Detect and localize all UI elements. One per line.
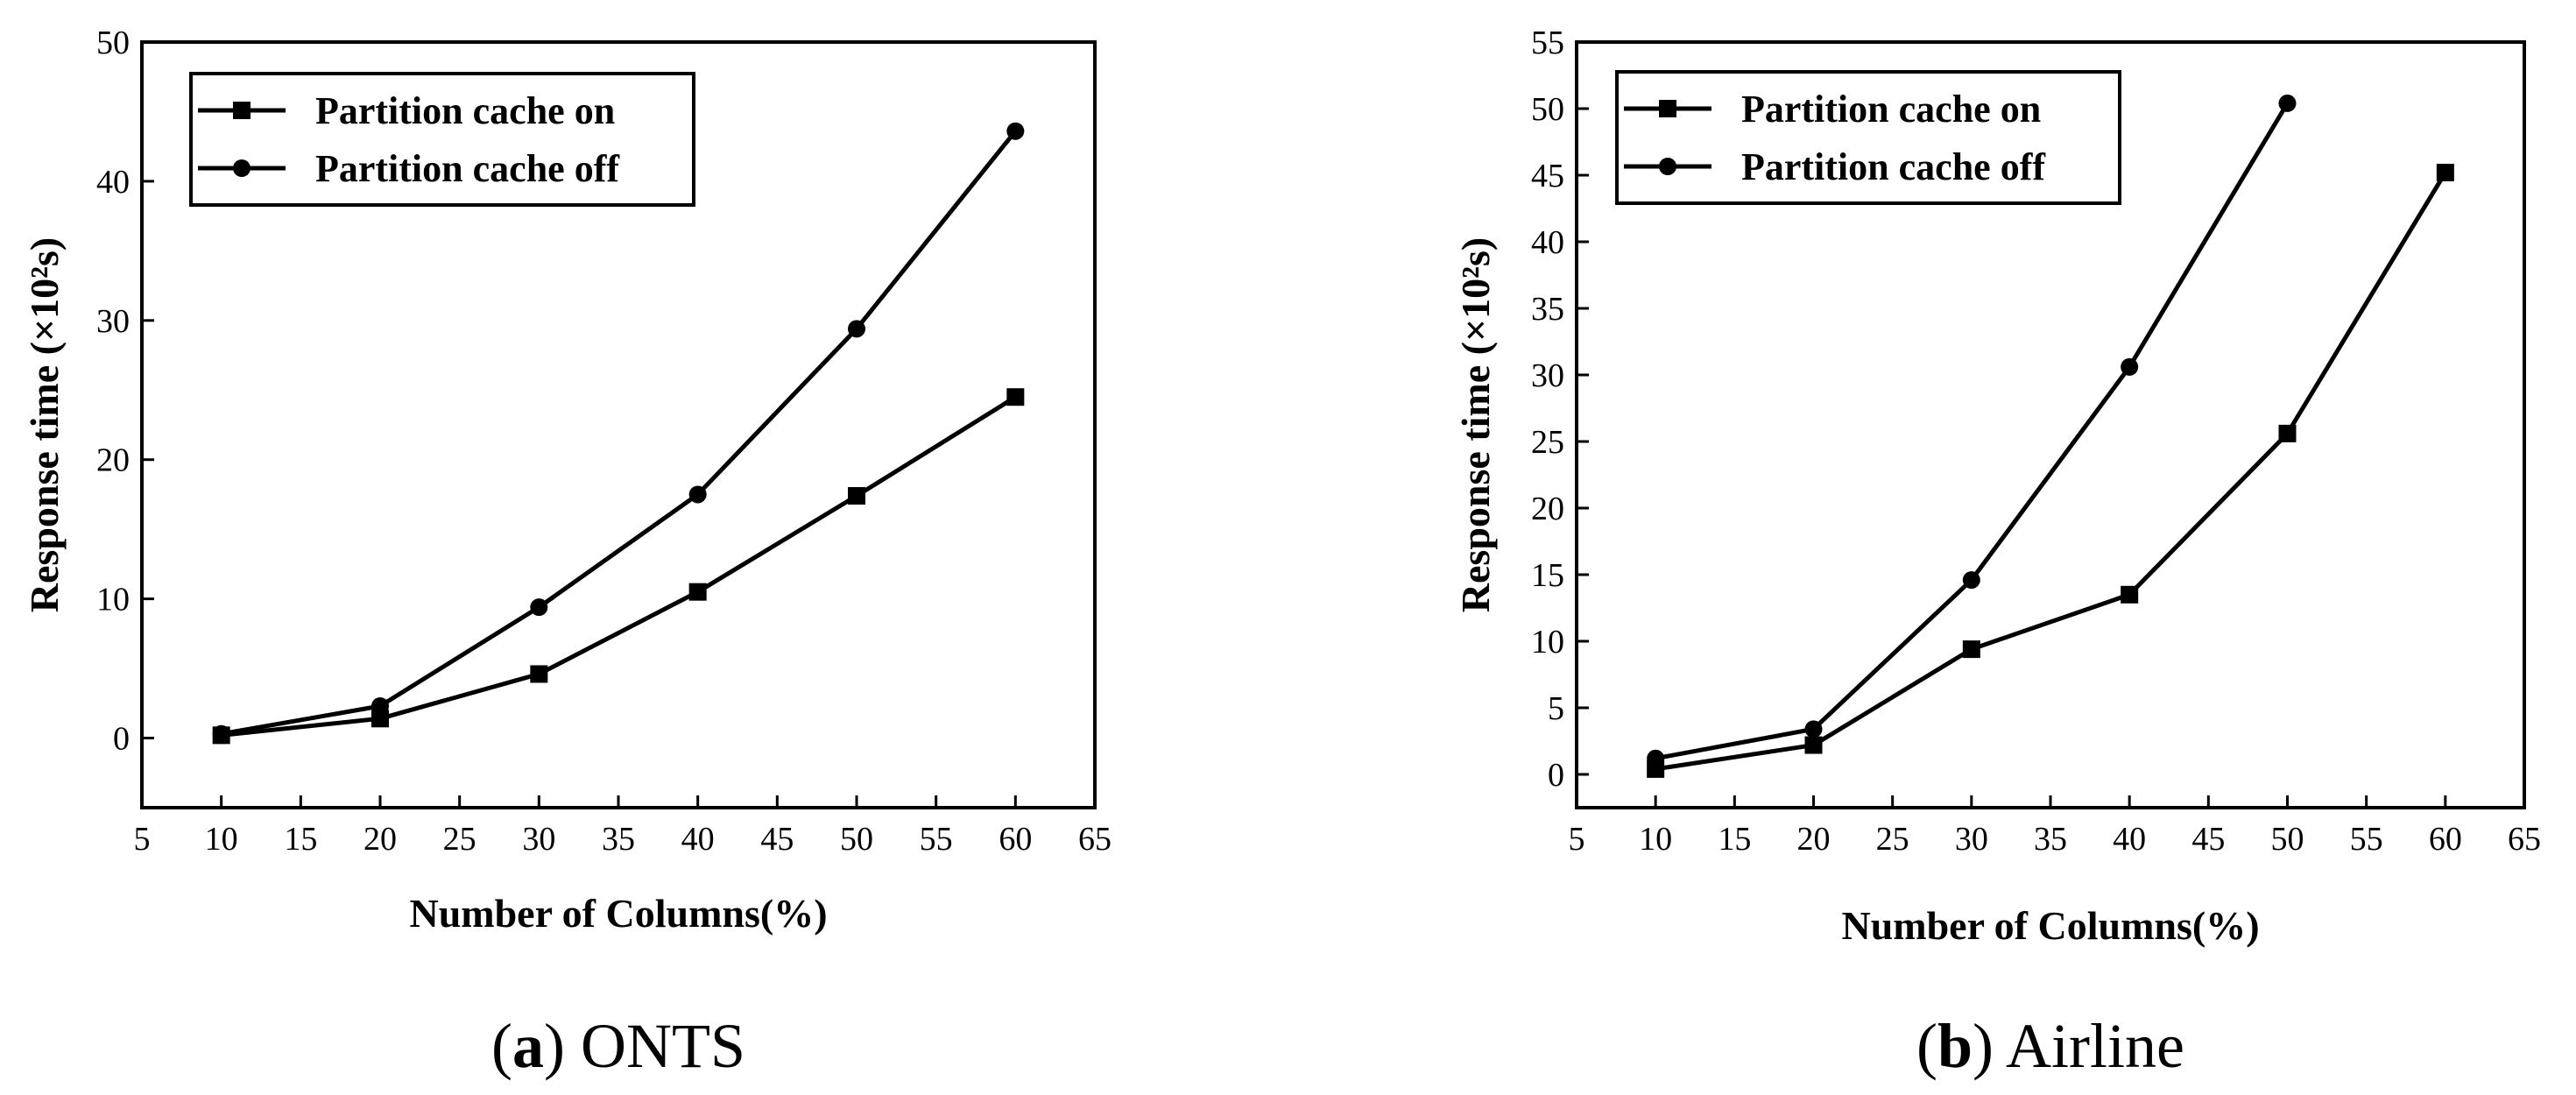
series-line-a-0 bbox=[221, 395, 1017, 738]
x-tick-label-b-4: 25 bbox=[1876, 821, 1909, 858]
data-point-b-1-3 bbox=[2121, 357, 2139, 376]
data-point-a-1-2 bbox=[530, 598, 548, 617]
y-ticks-b: 0 5 10 15 20 25 30 35 40 45 50 55 bbox=[1531, 25, 1589, 794]
legend-marker-a-1 bbox=[233, 159, 251, 177]
x-tick-label-b-3: 20 bbox=[1797, 821, 1831, 858]
x-tick-label-a-1: 10 bbox=[205, 821, 238, 858]
series-line-b-0 bbox=[1655, 171, 2447, 772]
data-point-a-0-2 bbox=[530, 665, 548, 683]
legend-marker-b-0 bbox=[1659, 100, 1676, 117]
data-point-a-0-4 bbox=[848, 487, 865, 505]
data-point-a-1-0 bbox=[212, 724, 230, 743]
x-tick-label-b-12: 65 bbox=[2508, 821, 2541, 858]
y-tick-label-b-7: 35 bbox=[1531, 291, 1564, 328]
y-tick-label-a-2: 20 bbox=[96, 442, 130, 479]
x-ticks-a: 5 10 15 20 25 30 35 40 45 50 55 60 65 bbox=[134, 795, 1112, 858]
y-tick-label-a-5: 50 bbox=[96, 25, 130, 61]
caption-b: (b) Airline bbox=[1916, 1011, 2184, 1081]
y-tick-label-b-0: 0 bbox=[1548, 757, 1564, 794]
legend-marker-b-1 bbox=[1659, 158, 1676, 175]
legend-label-a-0: Partition cache on bbox=[315, 89, 615, 132]
x-tick-label-b-9: 50 bbox=[2271, 821, 2304, 858]
data-point-b-0-5 bbox=[2436, 163, 2454, 181]
legend-marker-a-0 bbox=[233, 102, 251, 119]
x-tick-label-b-6: 35 bbox=[2034, 821, 2067, 858]
x-tick-label-a-10: 55 bbox=[920, 821, 953, 858]
x-tick-label-a-2: 15 bbox=[284, 821, 317, 858]
data-point-a-1-1 bbox=[371, 696, 389, 715]
caption-a-letter: a bbox=[512, 1011, 544, 1081]
data-point-a-0-1 bbox=[371, 710, 389, 728]
x-axis-title-b: Number of Columns(%) bbox=[1841, 903, 2259, 948]
panel-a: 5 10 15 20 25 30 35 40 45 50 55 60 65 0 10 20 30 40 50 Pa… bbox=[22, 25, 1112, 1081]
data-point-b-1-0 bbox=[1647, 749, 1665, 767]
y-tick-label-a-1: 10 bbox=[96, 582, 130, 618]
y-tick-label-a-3: 30 bbox=[96, 303, 130, 340]
data-point-a-1-4 bbox=[848, 320, 865, 338]
legend-label-b-0: Partition cache on bbox=[1741, 88, 2041, 131]
y-axis-title-a: Response time (×10²s) bbox=[22, 237, 67, 612]
y-tick-label-b-6: 30 bbox=[1531, 357, 1564, 394]
y-tick-label-b-11: 55 bbox=[1531, 25, 1564, 61]
data-point-a-1-5 bbox=[1006, 122, 1025, 140]
data-point-b-1-2 bbox=[1962, 571, 1980, 590]
series-line-a-1 bbox=[221, 130, 1018, 737]
x-tick-label-a-6: 35 bbox=[602, 821, 635, 858]
caption-a: (a) ONTS bbox=[491, 1011, 745, 1081]
x-tick-label-b-2: 15 bbox=[1718, 821, 1751, 858]
data-point-b-0-4 bbox=[2278, 424, 2297, 442]
legend-box-b bbox=[1615, 70, 2121, 205]
panel-b: 5 10 15 20 25 30 35 40 45 50 55 60 65 05101520253035… bbox=[1453, 25, 2541, 1081]
y-tick-label-b-3: 15 bbox=[1531, 557, 1564, 594]
y-tick-label-a-4: 40 bbox=[96, 164, 130, 201]
legend-a: Partition cache on Partition cache off bbox=[189, 72, 695, 207]
data-point-a-1-3 bbox=[688, 485, 707, 504]
series-a bbox=[212, 122, 1025, 745]
y-axis-title-b: Response time (×10²s) bbox=[1453, 237, 1498, 612]
y-tick-label-b-1: 5 bbox=[1548, 690, 1564, 727]
data-point-b-0-1 bbox=[1804, 736, 1823, 754]
y-tick-label-a-0: 0 bbox=[113, 721, 130, 758]
y-tick-label-b-5: 25 bbox=[1531, 424, 1564, 461]
series-b bbox=[1647, 94, 2454, 778]
data-point-b-0-2 bbox=[1962, 640, 1980, 659]
legend-b: Partition cache on Partition cache off bbox=[1615, 70, 2121, 205]
y-tick-label-b-10: 50 bbox=[1531, 91, 1564, 128]
y-tick-label-b-9: 45 bbox=[1531, 158, 1564, 194]
x-tick-label-a-3: 20 bbox=[363, 821, 397, 858]
legend-box-a bbox=[189, 72, 695, 207]
y-tick-label-b-4: 20 bbox=[1531, 491, 1564, 527]
caption-b-name: Airline bbox=[2006, 1011, 2184, 1081]
x-tick-label-b-8: 45 bbox=[2191, 821, 2225, 858]
x-tick-label-b-11: 60 bbox=[2429, 821, 2462, 858]
x-tick-label-a-0: 5 bbox=[134, 821, 151, 858]
x-tick-label-b-5: 30 bbox=[1955, 821, 1988, 858]
x-tick-label-a-8: 45 bbox=[760, 821, 794, 858]
x-tick-label-a-9: 50 bbox=[840, 821, 873, 858]
data-point-b-1-1 bbox=[1804, 720, 1823, 738]
x-tick-label-a-7: 40 bbox=[681, 821, 715, 858]
legend-label-b-1: Partition cache off bbox=[1741, 145, 2046, 188]
x-tick-label-a-5: 30 bbox=[522, 821, 555, 858]
x-axis-title-a: Number of Columns(%) bbox=[409, 891, 827, 936]
x-tick-label-a-11: 60 bbox=[999, 821, 1032, 858]
x-tick-label-b-7: 40 bbox=[2113, 821, 2146, 858]
x-tick-label-a-12: 65 bbox=[1078, 821, 1112, 858]
x-tick-label-b-1: 10 bbox=[1639, 821, 1672, 858]
x-ticks-b: 5 10 15 20 25 30 35 40 45 50 55 60 65 bbox=[1569, 795, 2541, 858]
y-ticks-a: 0 10 20 30 40 50 bbox=[96, 25, 154, 758]
data-point-b-1-4 bbox=[2278, 94, 2297, 112]
legend-label-a-1: Partition cache off bbox=[315, 147, 620, 190]
x-tick-label-b-10: 55 bbox=[2350, 821, 2383, 858]
y-tick-label-b-8: 40 bbox=[1531, 224, 1564, 261]
caption-b-letter: b bbox=[1937, 1011, 1973, 1081]
caption-a-name: ONTS bbox=[581, 1011, 745, 1081]
data-point-a-0-5 bbox=[1006, 388, 1025, 406]
data-point-a-0-3 bbox=[688, 583, 707, 601]
y-tick-label-b-2: 10 bbox=[1531, 624, 1564, 661]
x-tick-label-a-4: 25 bbox=[443, 821, 476, 858]
x-tick-label-b-0: 5 bbox=[1569, 821, 1585, 858]
data-point-b-0-3 bbox=[2121, 585, 2139, 604]
